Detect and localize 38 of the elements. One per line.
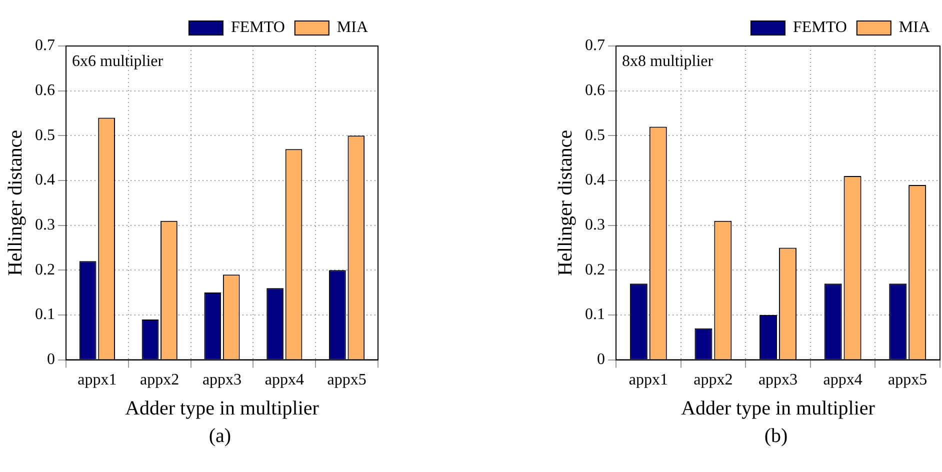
annotation: 8x8 multiplier [622,53,714,70]
x-tick-label: appx4 [264,372,304,389]
x-tick-label: appx3 [202,372,242,389]
x-tick-label: appx3 [758,372,798,389]
x-tick-label: appx4 [823,372,862,389]
text: (a) [208,425,232,448]
y-tick-label: 0 [597,351,605,368]
legend-label: FEMTO [230,19,285,36]
y-tick-label: 0.4 [585,172,605,189]
y-tick-label: 0.2 [585,261,605,278]
legend-label: MIA [336,19,368,36]
y-tick-label: 0.3 [35,216,55,234]
y-tick-label: 0.5 [35,126,55,144]
x-axis-title: Adder type in multiplier [125,397,320,420]
y-axis-title: Hellinger distance [554,130,576,276]
x-tick-label: appx1 [78,372,117,389]
y-tick-label: 0.7 [585,37,605,54]
annotation: 6x6 multiplier [72,53,164,70]
legend-label: FEMTO [792,19,847,36]
y-tick-label: 0.6 [585,82,605,100]
legend-label: MIA [898,19,930,36]
x-tick-label: appx2 [694,372,733,389]
y-tick-label: 0.5 [585,126,605,144]
x-tick-label: appx1 [628,372,668,389]
y-axis-title: Hellinger distance [4,130,26,276]
y-tick-label: 0.7 [35,37,55,54]
x-tick-label: appx5 [888,372,928,389]
y-tick-label: 0 [47,351,55,368]
x-tick-label: appx2 [140,372,180,389]
x-tick-label: appx5 [327,372,366,389]
y-tick-label: 0.4 [35,172,55,189]
y-tick-label: 0.3 [585,216,605,234]
y-tick-label: 0.6 [35,82,55,100]
y-tick-label: 0.2 [35,261,55,278]
y-tick-label: 0.1 [35,306,55,324]
text: (b) [763,425,789,448]
y-tick-label: 0.1 [585,306,605,324]
x-axis-title: Adder type in multiplier [681,397,876,420]
